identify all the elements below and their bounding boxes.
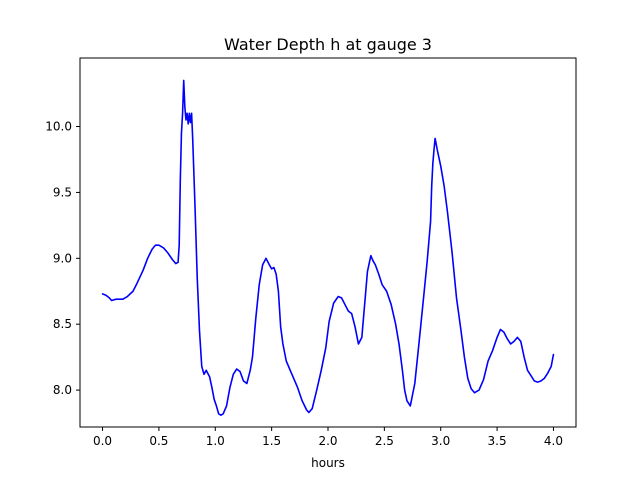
x-tick-label: 3.0	[431, 434, 450, 448]
x-tick-label: 1.0	[206, 434, 225, 448]
x-axis: 0.0 0.5 1.0 1.5 2.0 2.5 3.0 3.5 4.0	[93, 427, 563, 448]
plot-background	[80, 58, 576, 427]
y-tick-label: 8.5	[53, 317, 72, 331]
x-tick-label: 0.5	[149, 434, 168, 448]
x-tick-label: 0.0	[93, 434, 112, 448]
y-tick-label: 10.0	[45, 120, 72, 134]
x-axis-label: hours	[311, 456, 345, 470]
chart-title: Water Depth h at gauge 3	[224, 35, 432, 54]
x-tick-label: 1.5	[262, 434, 281, 448]
series-layer	[101, 79, 555, 416]
y-tick-label: 9.5	[53, 185, 72, 199]
x-tick-label: 2.5	[375, 434, 394, 448]
y-tick-label: 8.0	[53, 383, 72, 397]
x-tick-label: 4.0	[544, 434, 563, 448]
x-tick-label: 3.5	[488, 434, 507, 448]
y-tick-label: 9.0	[53, 251, 72, 265]
series-line	[101, 79, 555, 416]
plot-area	[79, 57, 577, 428]
y-axis: 8.0 8.5 9.0 9.5 10.0	[45, 120, 80, 397]
x-tick-label: 2.0	[318, 434, 337, 448]
